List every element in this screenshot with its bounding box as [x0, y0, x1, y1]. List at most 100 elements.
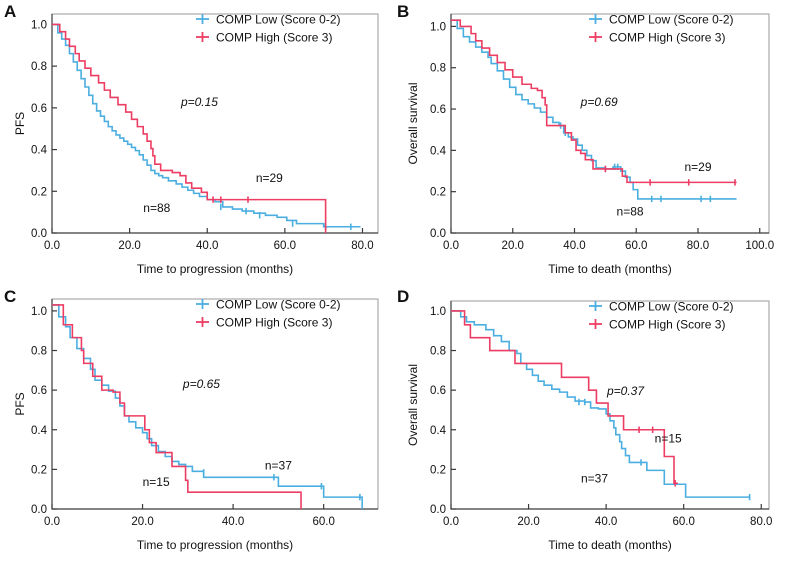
- legend-entry-high: COMP High (Score 3): [196, 31, 332, 45]
- y-tick-label: 1.0: [430, 306, 446, 318]
- y-tick-label: 0.0: [31, 504, 47, 516]
- y-tick-label: 0.2: [430, 464, 446, 476]
- y-tick-label: 0.8: [430, 346, 446, 358]
- sample-size-label: n=37: [265, 458, 292, 472]
- y-tick-label: 0.2: [430, 187, 446, 199]
- x-axis-title: Time to progression (months): [137, 538, 293, 552]
- y-axis-title: PFS: [13, 392, 27, 415]
- y-axis-title: Overall survival: [406, 364, 420, 446]
- sample-size-label: n=15: [143, 475, 170, 489]
- panel-d-plot-area: 0.0 0.2 0.4 0.6 0.8 1.0 0.0 20.0 40.0 60.0 80.0 Tim…: [406, 300, 772, 553]
- x-tick-label: 0.0: [443, 516, 459, 528]
- y-tick-label: 0.0: [31, 228, 47, 240]
- sample-size-label: n=15: [655, 432, 682, 446]
- x-tick-label: 0.0: [44, 516, 60, 528]
- x-tick-label: 40.0: [196, 240, 218, 252]
- km-curve-high: [52, 23, 327, 233]
- legend-label: COMP High (Score 3): [216, 31, 332, 45]
- x-tick-label: 60.0: [274, 240, 296, 252]
- km-curve-low: [52, 23, 361, 228]
- legend-entry-high: COMP High (Score 3): [196, 316, 332, 330]
- sample-size-label: n=88: [143, 201, 170, 215]
- x-tick-label: 80.0: [687, 240, 709, 252]
- panel-letter-c: C: [4, 287, 17, 306]
- x-tick-label: 80.0: [351, 240, 373, 252]
- legend-entry-low: COMP Low (Score 0-2): [196, 298, 340, 312]
- km-curve-high: [451, 310, 678, 485]
- legend-entry-low: COMP Low (Score 0-2): [589, 300, 733, 314]
- panel-letter-a: A: [4, 2, 17, 21]
- panel-d: D 0.0 0.2 0.4 0.6 0.8 1.0 0.0 20.0 40.0 60.0 80.0 T…: [393, 285, 785, 569]
- panel-c-plot-area: 0.0 0.2 0.4 0.6 0.8 1.0 0.0 20.0 40.0 60.0 Time to…: [13, 298, 379, 552]
- sample-size-label: n=88: [617, 204, 644, 218]
- y-tick-label: 0.8: [31, 61, 47, 73]
- legend-label: COMP Low (Score 0-2): [609, 300, 733, 314]
- p-value-label: p=0.37: [606, 384, 645, 398]
- legend-label: COMP Low (Score 0-2): [216, 298, 340, 312]
- p-value-label: p=0.65: [182, 377, 220, 391]
- x-tick-label: 40.0: [563, 240, 585, 252]
- x-axis-title: Time to death (months): [548, 262, 672, 276]
- p-value-label: p=0.69: [580, 95, 618, 109]
- x-tick-label: 80.0: [750, 516, 772, 528]
- sample-size-label: n=29: [256, 171, 283, 185]
- y-tick-label: 0.4: [31, 145, 48, 157]
- y-tick-label: 0.6: [430, 385, 446, 397]
- y-tick-label: 1.0: [31, 19, 47, 31]
- x-tick-label: 0.0: [443, 240, 459, 252]
- y-tick-label: 1.0: [430, 21, 446, 33]
- x-axis-title: Time to progression (months): [137, 262, 293, 276]
- panel-b: B 0.0 0.2 0.4 0.6 0.8 1.0 0.0 20.0 40.0 60.0 80.0 1…: [393, 0, 785, 284]
- y-tick-label: 0.2: [31, 186, 47, 198]
- y-tick-label: 0.8: [430, 63, 446, 75]
- panel-letter-b: B: [397, 2, 410, 21]
- legend-entry-low: COMP Low (Score 0-2): [589, 13, 733, 27]
- x-tick-label: 60.0: [625, 240, 647, 252]
- legend-label: COMP High (Score 3): [609, 318, 725, 332]
- p-value-label: p=0.15: [180, 95, 218, 109]
- x-tick-label: 20.0: [131, 516, 153, 528]
- panel-letter-d: D: [397, 287, 410, 306]
- y-tick-label: 0.6: [31, 103, 47, 115]
- legend-label: COMP High (Score 3): [216, 316, 332, 330]
- y-axis-title: Overall survival: [406, 82, 420, 164]
- x-tick-label: 20.0: [502, 240, 524, 252]
- legend-label: COMP High (Score 3): [609, 31, 725, 45]
- km-curve-low: [52, 304, 363, 509]
- x-tick-label: 60.0: [312, 516, 334, 528]
- x-tick-label: 20.0: [517, 516, 539, 528]
- y-tick-label: 0.2: [31, 464, 47, 476]
- y-tick-label: 0.4: [31, 425, 48, 437]
- x-tick-label: 20.0: [118, 240, 140, 252]
- y-tick-label: 0.4: [430, 145, 447, 157]
- x-tick-label: 40.0: [595, 516, 617, 528]
- x-tick-label: 100.0: [745, 240, 774, 252]
- x-axis-title: Time to death (months): [548, 538, 672, 552]
- sample-size-label: n=29: [684, 160, 711, 174]
- x-tick-label: 60.0: [672, 516, 694, 528]
- y-tick-label: 0.6: [430, 104, 446, 116]
- x-tick-label: 40.0: [222, 516, 244, 528]
- x-tick-label: 0.0: [44, 240, 60, 252]
- y-tick-label: 1.0: [31, 306, 47, 318]
- y-tick-label: 0.0: [430, 504, 446, 516]
- km-curve-high: [451, 19, 737, 184]
- legend-entry-high: COMP High (Score 3): [589, 318, 725, 332]
- y-axis-title: PFS: [13, 112, 27, 135]
- legend-entry-high: COMP High (Score 3): [589, 31, 725, 45]
- legend-entry-low: COMP Low (Score 0-2): [196, 13, 340, 27]
- legend-label: COMP Low (Score 0-2): [216, 13, 340, 27]
- panel-a: A 0.0 0.2 0.4 0.6 0.8 1.0 0.0 20.0 40.0 60.0 80.0 T…: [0, 0, 392, 284]
- panel-b-plot-area: 0.0 0.2 0.4 0.6 0.8 1.0 0.0 20.0 40.0 60.0 80.0 100…: [406, 13, 774, 277]
- y-tick-label: 0.8: [31, 346, 47, 358]
- km-curve-high: [52, 304, 302, 509]
- km-curve-low: [451, 310, 750, 498]
- panel-a-plot-area: 0.0 0.2 0.4 0.6 0.8 1.0 0.0 20.0 40.0 60.0 80.0 Tim…: [13, 13, 379, 276]
- y-tick-label: 0.6: [31, 385, 47, 397]
- y-tick-label: 0.4: [430, 425, 447, 437]
- y-tick-label: 0.0: [430, 228, 446, 240]
- legend-label: COMP Low (Score 0-2): [609, 13, 733, 27]
- panel-c: C 0.0 0.2 0.4 0.6 0.8 1.0 0.0 20.0 40.0 60.0 Time …: [0, 285, 392, 569]
- sample-size-label: n=37: [581, 471, 608, 485]
